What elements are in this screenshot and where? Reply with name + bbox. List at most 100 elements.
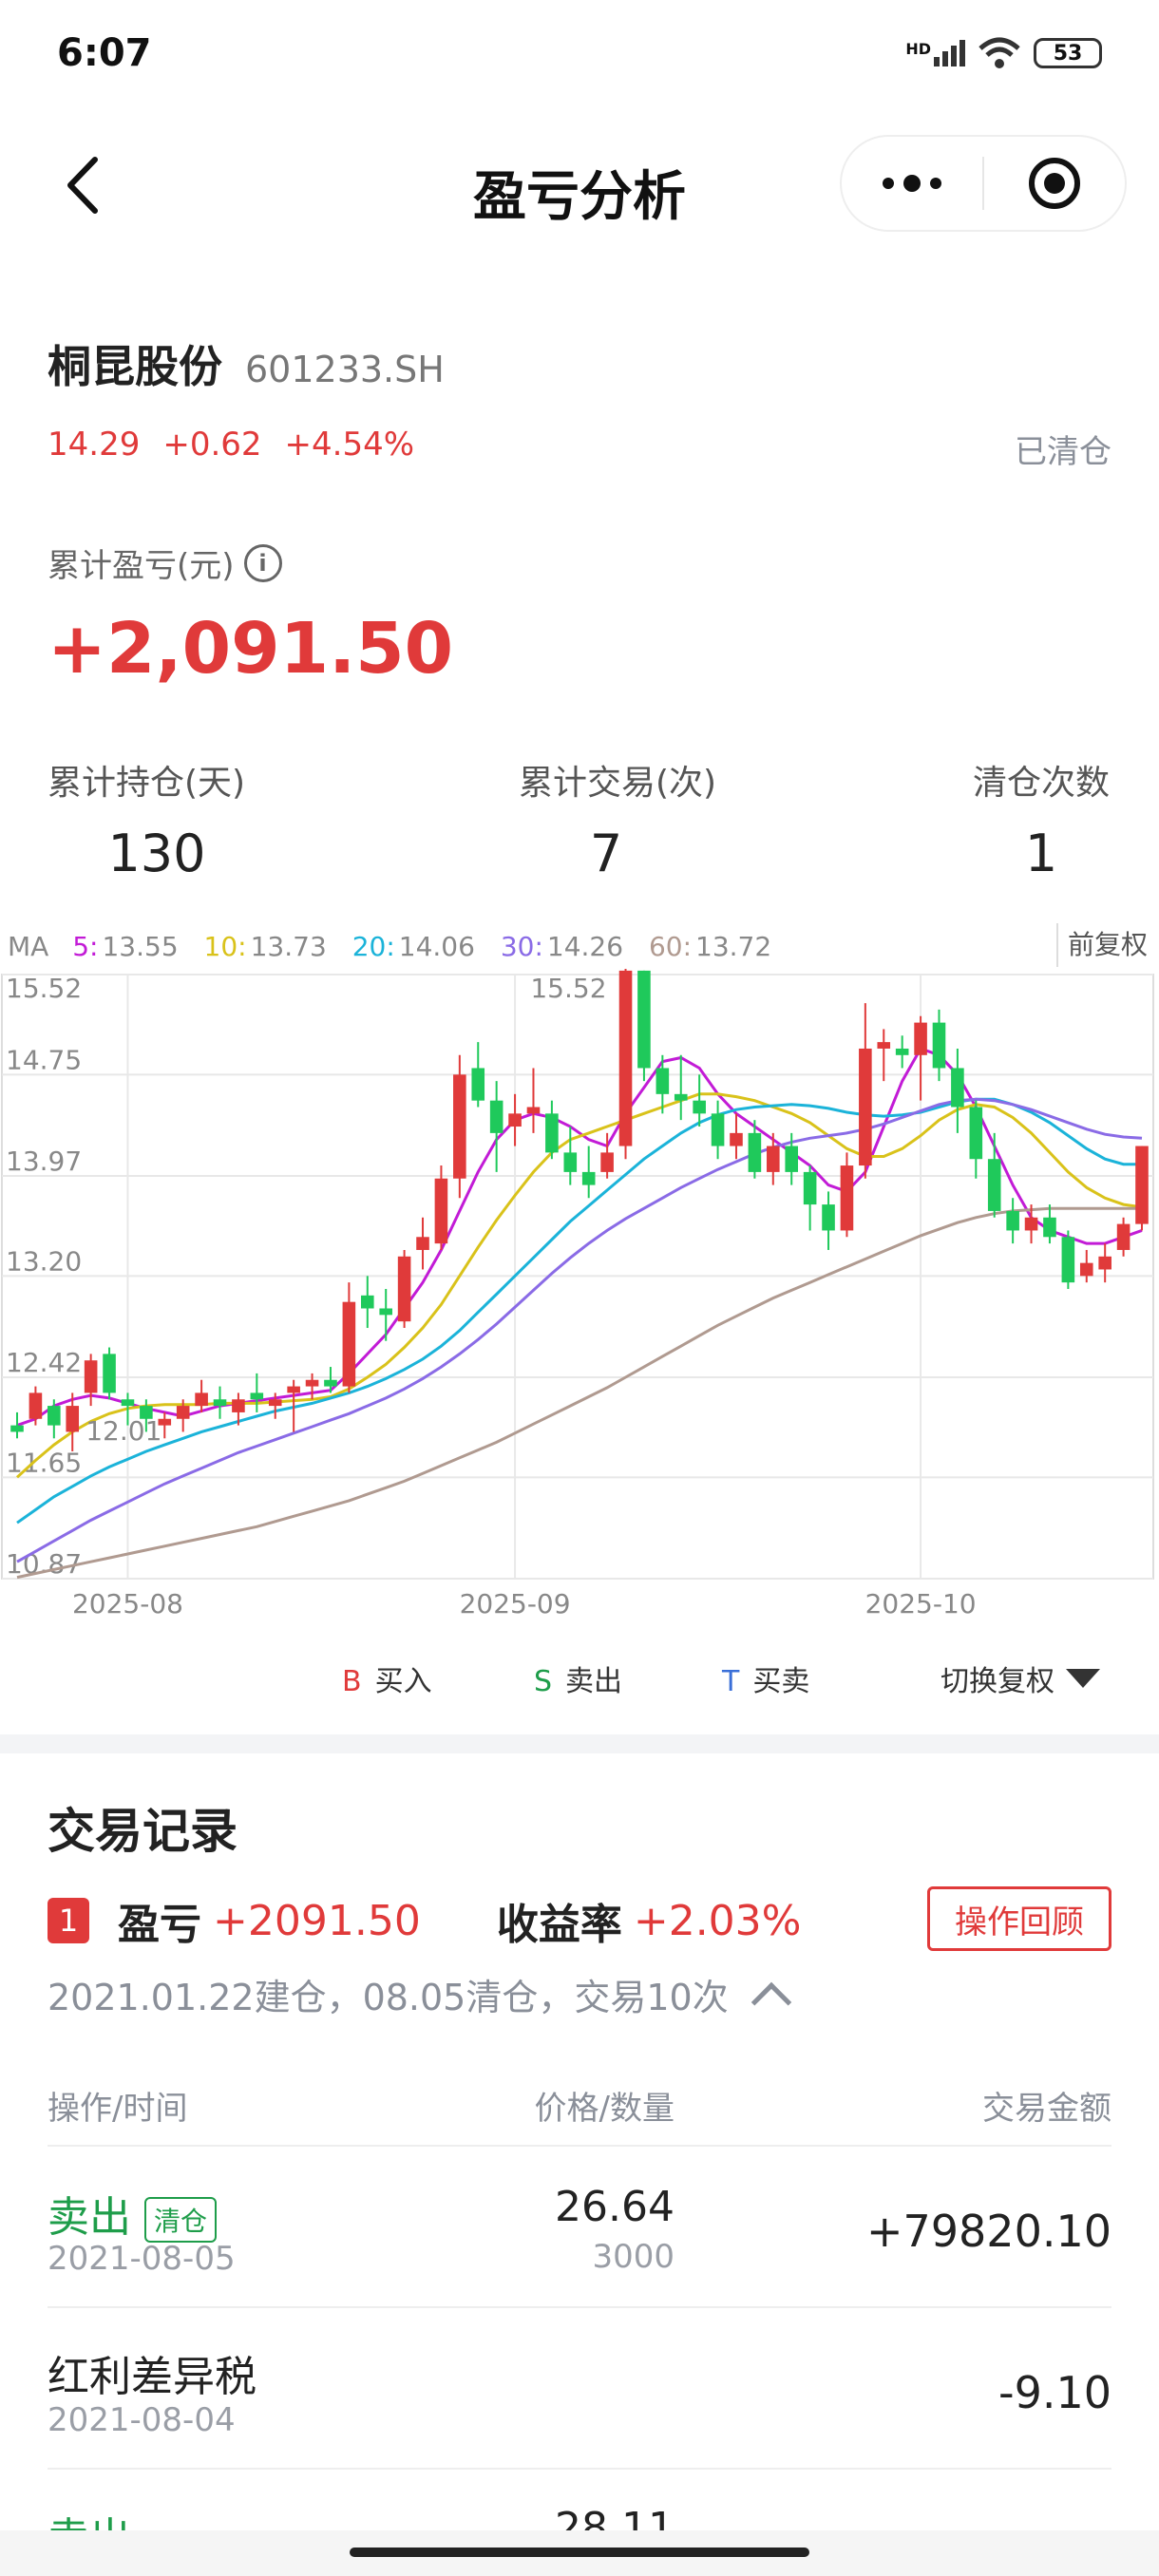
ma30-line: [16, 1097, 1143, 1563]
legend-sell-key: S: [534, 1665, 553, 1698]
candle-body: [969, 1107, 983, 1160]
status-icons: HD 53: [905, 37, 1102, 69]
stat-label: 累计持仓(天): [48, 764, 246, 803]
more-dots-icon: [883, 175, 941, 192]
cumulative-pnl-value: +2,091.50: [48, 608, 454, 690]
candle-body: [324, 1379, 337, 1387]
target-close-icon: [1029, 158, 1080, 209]
candle-body: [66, 1406, 80, 1432]
ma5-value: 13.55: [102, 931, 179, 962]
stock-code: 601233.SH: [245, 349, 445, 390]
stat-value: 7: [589, 824, 623, 883]
legend-sell-label: 卖出: [565, 1665, 623, 1698]
x-tick-label: 2025-09: [460, 1588, 571, 1619]
stock-quote: 14.29 +0.62 +4.54%: [48, 426, 414, 464]
candle-body: [10, 1425, 24, 1432]
candle-body: [618, 970, 633, 1146]
chevron-up-icon[interactable]: [750, 1981, 791, 2022]
candle-body: [656, 1068, 670, 1094]
record-subtitle-text: 2021.01.22建仓，08.05清仓，交易10次: [48, 1977, 729, 2018]
y-tick-label: 12.42: [6, 1347, 82, 1378]
candle-body: [213, 1399, 227, 1407]
ma30-key: 30:: [500, 931, 543, 962]
candle-body: [103, 1354, 116, 1393]
row-amount: -9.10: [998, 2367, 1112, 2418]
legend-trade: T 买卖: [722, 1657, 809, 1699]
candle-body: [563, 1152, 578, 1172]
battery-icon: 53: [1034, 38, 1102, 68]
candle-body: [434, 1178, 448, 1244]
candlestick-chart[interactable]: 15.5214.7513.9713.2012.4211.6510.872025-…: [0, 969, 1159, 1634]
ma20-value: 14.06: [398, 931, 475, 962]
switch-adjust-label: 切换复权: [940, 1665, 1054, 1698]
stock-header: 桐昆股份 601233.SH: [48, 332, 445, 395]
candle-body: [803, 1171, 817, 1205]
candle-body: [951, 1068, 964, 1108]
stat-holding-days: 累计持仓(天) 130: [48, 755, 266, 883]
more-button[interactable]: [842, 137, 982, 230]
hd-signal-icon: HD: [905, 40, 965, 66]
candle-body: [674, 1093, 688, 1101]
candle-body: [453, 1074, 466, 1179]
wifi-icon: [978, 37, 1020, 68]
candle-body: [637, 970, 651, 1069]
cumulative-pnl-label: 累计盈亏(元) i: [48, 540, 282, 586]
candle-body: [987, 1159, 1001, 1211]
mini-program-capsule: [840, 135, 1127, 232]
y-tick-label: 10.87: [6, 1548, 82, 1580]
stat-label: 清仓次数: [972, 764, 1110, 803]
row-date: 2021-08-05: [48, 2240, 236, 2278]
adjust-mode-label[interactable]: 前复权: [1056, 923, 1148, 967]
candle-body: [232, 1399, 245, 1412]
info-icon[interactable]: i: [243, 543, 282, 582]
cumulative-pnl-text: 累计盈亏(元): [48, 547, 235, 585]
legend-buy-label: 买入: [374, 1665, 432, 1698]
candle-body: [397, 1256, 411, 1322]
table-row[interactable]: 红利差异税 2021-08-04 -9.10: [48, 2306, 1112, 2468]
record-rate-value: +2.03%: [633, 1896, 802, 1945]
candle-body: [250, 1392, 264, 1400]
candle-body: [748, 1132, 762, 1172]
ma-indicator-row: MA 5: 13.55 10: 13.73 20: 14.06 30: 14.26 60…: [8, 931, 775, 962]
candle-body: [877, 1042, 891, 1049]
stat-clear-count: 清仓次数 1: [965, 755, 1117, 883]
candle-body: [932, 1022, 946, 1069]
operation-review-button[interactable]: 操作回顾: [927, 1886, 1112, 1951]
legend-buy-key: B: [342, 1665, 362, 1698]
stock-change: +0.62: [162, 426, 262, 464]
candle-body: [342, 1301, 356, 1387]
ma20-key: 20:: [352, 931, 395, 962]
record-subtitle[interactable]: 2021.01.22建仓，08.05清仓，交易10次: [48, 1968, 791, 2022]
back-arrow-icon[interactable]: [57, 152, 114, 218]
ma30-value: 14.26: [546, 931, 624, 962]
switch-adjust-button[interactable]: 切换复权: [940, 1657, 1100, 1699]
candle-body: [859, 1048, 872, 1166]
candle-body: [693, 1100, 706, 1114]
low-annotation: 12.01: [86, 1415, 162, 1447]
candle-body: [508, 1113, 522, 1127]
record-rate-label: 收益率: [496, 1901, 622, 1949]
stats-row: 累计持仓(天) 130 累计交易(次) 7 清仓次数 1: [0, 755, 1159, 888]
legend-trade-label: 买卖: [752, 1665, 810, 1698]
candle-body: [176, 1406, 190, 1419]
home-indicator[interactable]: [350, 2548, 809, 2557]
row-amount: +79820.10: [865, 2206, 1112, 2257]
table-header: 操作/时间 价格/数量 交易金额: [48, 2082, 1112, 2130]
close-mini-program-button[interactable]: [984, 137, 1125, 230]
candle-body: [545, 1113, 559, 1153]
candle-body: [360, 1295, 374, 1309]
candle-body: [1061, 1237, 1075, 1283]
status-bar: 6:07 HD 53: [0, 0, 1159, 106]
candle-body: [1079, 1262, 1093, 1277]
row-operation-label: 卖出: [48, 2193, 131, 2242]
column-header: 操作/时间: [48, 2090, 188, 2128]
status-time: 6:07: [57, 31, 152, 75]
y-tick-label: 13.20: [6, 1245, 82, 1277]
legend-buy: B 买入: [342, 1657, 432, 1699]
capsule-divider: [982, 157, 984, 210]
legend-sell: S 卖出: [534, 1657, 622, 1699]
table-row[interactable]: 卖出 清仓 2021-08-05 26.64 3000 +79820.10: [48, 2145, 1112, 2306]
candle-body: [581, 1171, 596, 1185]
candle-body: [379, 1308, 392, 1316]
candle-body: [767, 1146, 780, 1172]
